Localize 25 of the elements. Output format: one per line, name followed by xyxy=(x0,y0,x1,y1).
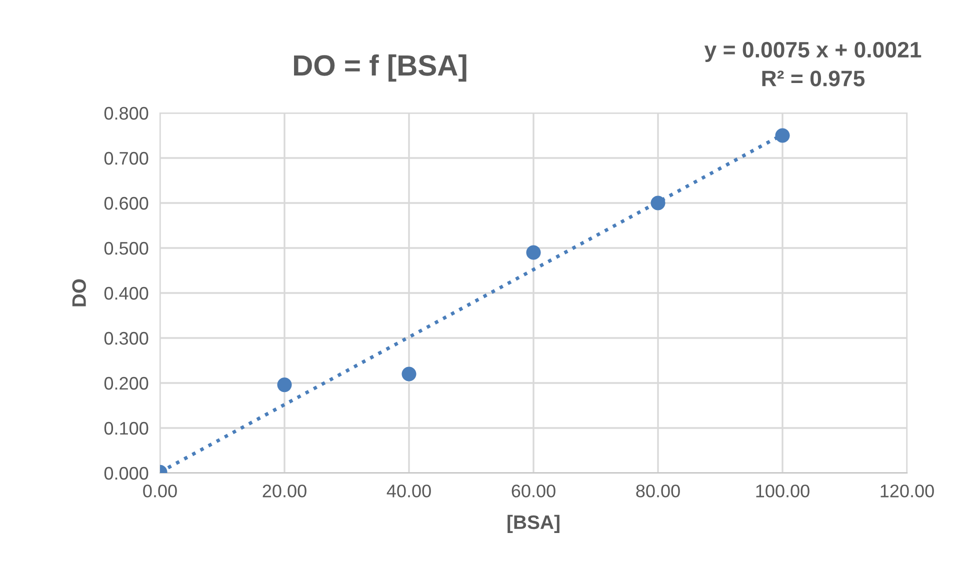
chart-title: DO = f [BSA] xyxy=(294,54,466,82)
point xyxy=(402,366,416,382)
x-tick-label: 120.00 xyxy=(880,484,934,498)
y-tick-label: 0.800 xyxy=(104,106,148,120)
x-tick-label: 0.00 xyxy=(143,484,177,498)
x-tick-label: 100.00 xyxy=(756,484,810,498)
x-axis-title: [BSA] xyxy=(508,514,560,533)
point xyxy=(775,128,790,143)
x-tick-label: 40.00 xyxy=(386,484,431,498)
y-tick-label: 0.300 xyxy=(104,332,148,345)
point xyxy=(650,196,666,210)
x-tick-label: 60.00 xyxy=(512,484,556,498)
y-tick-label: 0.600 xyxy=(104,196,148,210)
y-tick-label: 0.400 xyxy=(104,286,148,300)
y-axis-title: DO xyxy=(72,279,86,306)
y-tick-label: 0.200 xyxy=(104,376,148,390)
y-tick-label: 0.700 xyxy=(104,152,148,165)
y-tick-label: 0.100 xyxy=(104,422,148,435)
y-tick-label: 0.500 xyxy=(104,242,148,255)
y-tick-label: 0.000 xyxy=(104,466,148,480)
point xyxy=(277,378,292,392)
point xyxy=(526,245,541,260)
x-tick-label: 20.00 xyxy=(262,484,306,498)
text: y = 0.0075 x + 0.0021 R² = 0.975 xyxy=(704,42,922,86)
x-tick-label: 80.00 xyxy=(636,484,680,498)
